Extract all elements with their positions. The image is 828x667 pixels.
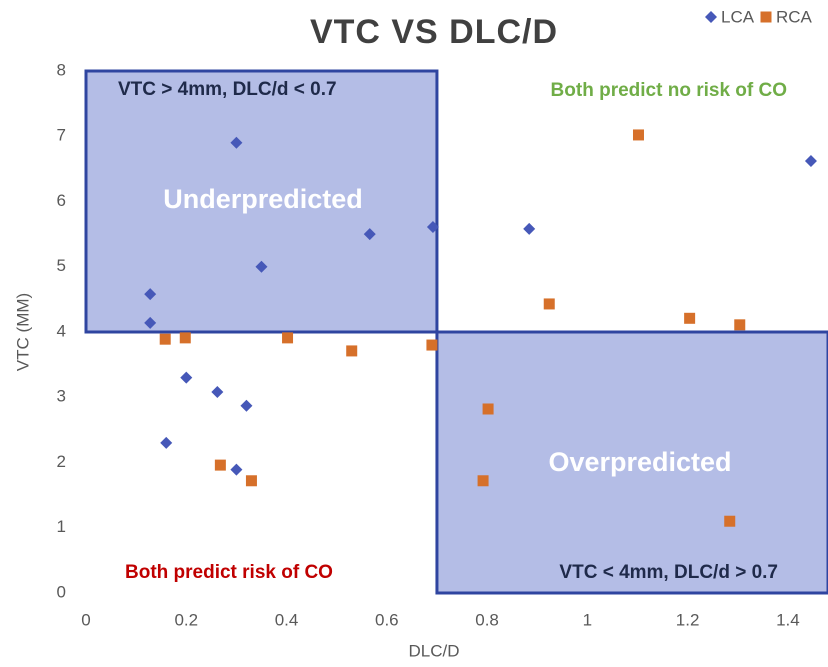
x-tick-label: 0.6 <box>375 610 399 629</box>
y-tick-label: 0 <box>57 582 66 601</box>
point <box>240 399 253 412</box>
region-label: Underpredicted <box>163 184 363 214</box>
point <box>804 155 817 168</box>
point <box>523 222 536 235</box>
x-tick-label: 1.4 <box>776 610 800 629</box>
point <box>543 298 555 310</box>
y-tick-label: 5 <box>57 256 66 275</box>
point <box>426 339 438 351</box>
y-tick-label: 2 <box>57 452 66 471</box>
point <box>724 515 736 527</box>
region-label: Overpredicted <box>548 447 731 477</box>
annotation: VTC > 4mm, DLC/d < 0.7 <box>118 79 337 100</box>
x-tick-label: 0 <box>81 610 90 629</box>
point <box>230 463 243 476</box>
point <box>363 228 376 241</box>
point <box>230 136 243 149</box>
y-tick-label: 6 <box>57 191 66 210</box>
point <box>144 316 157 329</box>
point <box>734 319 746 331</box>
x-tick-label: 0.2 <box>174 610 198 629</box>
y-tick-label: 3 <box>57 387 66 406</box>
point <box>477 475 489 487</box>
x-tick-label: 1.2 <box>676 610 700 629</box>
region <box>84 69 439 334</box>
point <box>159 333 171 345</box>
point <box>180 371 193 384</box>
point <box>179 332 191 344</box>
y-tick-label: 4 <box>57 321 66 340</box>
x-tick-label: 1 <box>583 610 592 629</box>
annotation: Both predict no risk of CO <box>551 80 787 101</box>
y-tick-label: 8 <box>57 60 66 79</box>
point <box>245 475 257 487</box>
legend-label: RCA <box>776 7 813 26</box>
point <box>346 345 358 357</box>
legend-swatch <box>760 11 772 23</box>
region <box>435 330 828 595</box>
point <box>426 220 439 233</box>
point <box>160 436 173 449</box>
point <box>214 459 226 471</box>
legend-label: LCA <box>721 7 755 26</box>
x-tick-label: 0.4 <box>275 610 299 629</box>
point <box>282 332 294 344</box>
x-axis-label: DLC/D <box>408 641 459 660</box>
annotation: Both predict risk of CO <box>125 562 333 583</box>
y-axis-label: VTC (MM) <box>13 293 32 371</box>
annotation: VTC < 4mm, DLC/d > 0.7 <box>559 562 778 583</box>
legend-swatch <box>705 11 717 23</box>
point <box>144 288 157 301</box>
x-tick-label: 0.8 <box>475 610 499 629</box>
chart-title: VTC VS DLC/D <box>310 13 558 51</box>
point <box>211 386 224 399</box>
point <box>632 129 644 141</box>
point <box>684 312 696 324</box>
y-tick-label: 7 <box>57 126 66 145</box>
y-tick-label: 1 <box>57 517 66 536</box>
point <box>482 403 494 415</box>
point <box>255 260 268 273</box>
